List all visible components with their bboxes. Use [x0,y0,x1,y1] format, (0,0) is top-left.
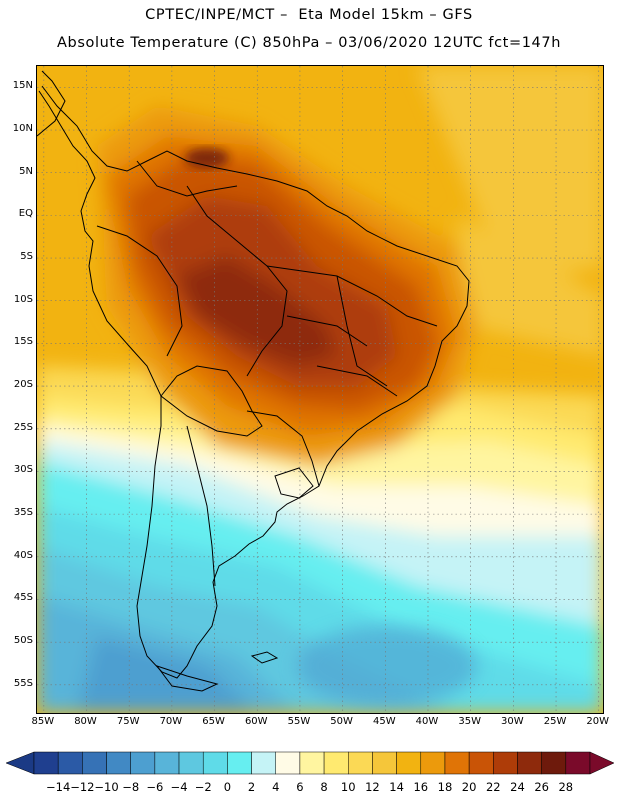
colorbar-tick-label: 26 [534,780,549,794]
colorbar-swatch [493,751,518,775]
lon-tick-label: 85W [31,716,55,727]
colorbar-swatch [420,751,446,775]
lat-tick-label: 40S [13,549,33,561]
lat-tick-label: 15N [12,80,33,92]
colorbar-tick-label: 4 [272,780,280,794]
colorbar-tick-label: 28 [558,780,574,794]
colorbar-tick-label: 2 [247,780,256,794]
colorbar-swatch [251,751,276,775]
map-panel [36,65,604,714]
colorbar-above-arrow [589,751,615,775]
lon-tick-label: 55W [287,716,311,727]
lat-tick-label: 10S [13,293,33,305]
argentina-border [186,425,216,587]
coastlines [37,70,470,692]
colorbar-tick-label: 8 [320,780,328,794]
colorbar-tick-label: −2 [194,780,212,794]
lat-tick-label: 5S [20,251,33,263]
colorbar-tick-label: 0 [223,780,232,794]
colorbar-tick-label: 20 [461,780,477,794]
temperature-map [37,66,603,713]
colorbar [5,751,615,775]
colorbar-tick-label: −10 [94,780,119,794]
colorbar-swatch [372,751,397,775]
lat-tick-label: EQ [18,208,33,220]
tierra-del-fuego [155,665,219,692]
brazil-south-border [246,410,320,487]
lon-tick-label: 30W [501,716,524,727]
field-warm-band-east [457,216,603,356]
lon-tick-label: 20W [586,716,610,727]
colorbar-tick-label: −4 [170,780,188,794]
uruguay-border [274,467,314,499]
peru-border [96,225,183,357]
colorbar-swatch [130,751,156,775]
lon-tick-label: 60W [244,716,268,727]
colorbar-tick-label: 16 [413,780,429,794]
brazil-states-lines [266,265,438,397]
colorbar-swatch [202,751,228,775]
lat-tick-label: 45S [13,592,33,604]
colorbar-swatch [275,751,301,775]
chart-title-line-1: CPTEC/INPE/MCT – Eta Model 15km – GFS [145,7,473,23]
field-cold-pool-south [297,626,477,706]
colorbar-swatch [444,751,470,775]
lat-tick-label: 55S [13,677,33,689]
colorbar-swatch [468,751,494,775]
colorbar-tick-label: 18 [437,780,453,794]
colorbar-tick-label: −8 [122,780,140,794]
lat-tick-label: 5N [19,165,33,177]
field-hotspot-north [185,148,229,168]
lon-tick-label: 65W [202,716,225,727]
falklands [250,651,279,664]
brazil-west-border [186,185,288,377]
central-america-coastline [37,70,66,137]
lon-tick-label: 25W [543,716,567,727]
colorbar-swatch [299,751,325,775]
lon-tick-label: 35W [458,716,481,727]
field-26c-zone [177,256,337,366]
colorbar-tick-label: 6 [296,780,304,794]
lon-tick-label: 45W [372,716,396,727]
colorbar-swatch [565,751,591,775]
lon-tick-label: 70W [159,716,183,727]
lat-tick-label: 15S [13,336,33,348]
venezuela-border [136,160,238,197]
colorbar-tick-label: −14 [46,780,71,794]
colorbar-tick-label: −6 [146,780,164,794]
lat-tick-label: 25S [13,421,33,433]
colorbar-swatch [396,751,422,775]
colorbar-tick-label: 14 [389,780,404,794]
colorbar-swatch [348,751,373,775]
colorbar-swatch [82,751,107,775]
colorbar-tick-label: 22 [485,780,501,794]
lon-tick-label: 75W [116,716,140,727]
colorbar-swatch [227,751,252,775]
bolivia-border [160,365,263,437]
colorbar-tick-label: 10 [340,780,356,794]
colorbar-swatch [33,751,59,775]
colorbar-swatch [517,751,542,775]
lon-tick-label: 40W [415,716,439,727]
colorbar-swatch [323,751,349,775]
colorbar-swatch [106,751,131,775]
colorbar-swatch [541,751,567,775]
lat-tick-label: 10N [12,123,33,135]
lat-tick-label: 35S [13,507,33,519]
lat-tick-label: 30S [13,464,33,476]
lon-tick-label: 80W [74,716,97,727]
lon-tick-label: 50W [330,716,353,727]
lat-tick-label: 20S [13,379,33,391]
south-america-coastline [38,85,470,679]
chart-title-line-2: Absolute Temperature (C) 850hPa – 03/06/… [57,35,561,51]
colorbar-below-arrow [5,751,35,775]
colorbar-swatch [154,751,180,775]
colorbar-tick-label: 24 [510,780,525,794]
colorbar-tick-label: 12 [365,780,380,794]
colorbar-tick-label: −12 [70,780,95,794]
field-16c-zone [417,66,603,286]
lat-tick-label: 50S [13,635,33,647]
colorbar-swatch [57,751,83,775]
colorbar-swatch [178,751,204,775]
